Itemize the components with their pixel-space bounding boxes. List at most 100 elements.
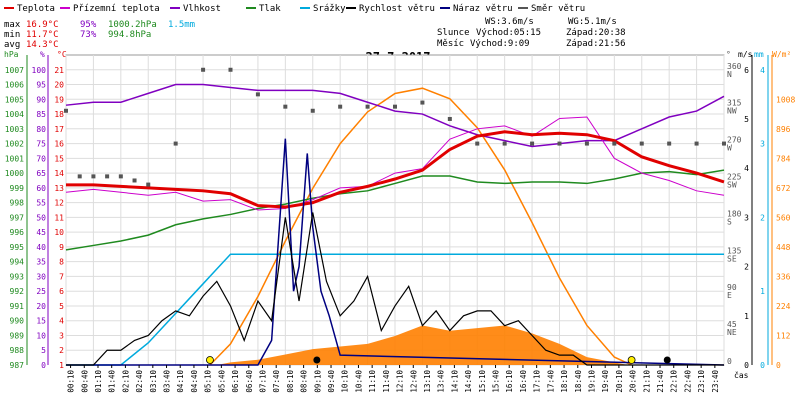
legend: Teplota Přízemní teplota Vlhkost Tlak Srážky… xyxy=(4,4,585,14)
solar-tick: 1008 xyxy=(776,95,795,104)
x-tick-label: 18:40 xyxy=(574,370,583,393)
legend-label-7: Směr větru xyxy=(531,4,585,14)
humidity-tick: 45 xyxy=(36,228,46,237)
unit-percent: % xyxy=(40,50,45,59)
temperature-tick: 6 xyxy=(59,287,64,296)
sun-rise: Východ:05:15 xyxy=(476,28,541,38)
right-axes: 045NE90E135SE180S225SW270W315NW360N01234… xyxy=(727,55,795,370)
wind-direction-point xyxy=(118,174,123,179)
pressure-tick: 1000 xyxy=(5,169,24,178)
unit-celsius: °C xyxy=(57,50,67,59)
solar-tick: 448 xyxy=(776,243,791,252)
stat-max-rain: 1.5mm xyxy=(168,20,195,30)
pressure-tick: 1006 xyxy=(5,81,24,90)
wind-direction-point xyxy=(201,67,206,72)
humidity-tick: 30 xyxy=(36,272,46,281)
x-tick-label: 20:40 xyxy=(629,370,638,393)
rain-tick: 3 xyxy=(760,140,765,149)
sun-label: Slunce xyxy=(437,28,470,38)
x-tick-label: 16:10 xyxy=(505,370,514,393)
moon-rise: Východ:9:09 xyxy=(470,39,530,49)
temperature-tick: 11 xyxy=(54,213,64,222)
wind-direction-point xyxy=(557,141,562,146)
legend-label-6: Náraz větru xyxy=(453,4,513,14)
solar-tick: 224 xyxy=(776,302,791,311)
humidity-tick: 5 xyxy=(41,346,46,355)
direction-tick: 0 xyxy=(727,357,732,366)
wind-direction-point xyxy=(612,141,617,146)
wind-direction-point xyxy=(338,104,343,109)
wind-direction-point xyxy=(584,141,589,146)
humidity-tick: 55 xyxy=(36,199,46,208)
temperature-tick: 16 xyxy=(54,140,64,149)
x-tick-label: 13:40 xyxy=(437,370,446,393)
legend-label-4: Srážky xyxy=(313,4,346,14)
legend-label-2: Vlhkost xyxy=(183,4,221,14)
wind-direction-point xyxy=(530,141,535,146)
x-tick-label: 03:10 xyxy=(149,370,158,393)
wind-ws: WS:3.6m/s xyxy=(485,17,534,27)
wind-direction-point xyxy=(475,141,480,146)
pressure-tick: 995 xyxy=(10,243,25,252)
wind-direction-point xyxy=(639,141,644,146)
direction-tick: 90 xyxy=(727,283,737,292)
wind-direction-point xyxy=(228,67,233,72)
pressure-tick: 1003 xyxy=(5,125,24,134)
moon-label: Měsíc xyxy=(437,39,464,49)
x-tick-label: 12:10 xyxy=(396,370,405,393)
x-tick-label: 15:40 xyxy=(492,370,501,393)
x-tick-label: 00:10 xyxy=(67,370,76,393)
x-tick-label: 02:10 xyxy=(121,370,130,393)
humidity-tick: 70 xyxy=(36,154,46,163)
solar-tick: 784 xyxy=(776,154,791,163)
direction-tick: 360 xyxy=(727,62,742,71)
humidity-tick: 15 xyxy=(36,317,46,326)
legend-label-1: Přízemní teplota xyxy=(73,4,160,14)
pressure-tick: 994 xyxy=(10,258,25,267)
temperature-tick: 10 xyxy=(54,228,64,237)
series-sun-curve xyxy=(209,87,632,366)
temperature-tick: 12 xyxy=(54,199,64,208)
temperature-tick: 7 xyxy=(59,272,64,281)
direction-compass: W xyxy=(727,144,732,153)
humidity-tick: 20 xyxy=(36,302,46,311)
stat-min-hum: 73% xyxy=(80,30,97,40)
sunset-marker xyxy=(627,356,636,364)
humidity-tick: 25 xyxy=(36,287,46,296)
temperature-tick: 9 xyxy=(59,243,64,252)
x-tick-label: 06:10 xyxy=(231,370,240,393)
moonrise-marker xyxy=(313,356,321,364)
moon-set: Západ:21:56 xyxy=(566,39,626,49)
temperature-tick: 4 xyxy=(59,317,64,326)
unit-mm: mm xyxy=(754,50,764,59)
pressure-tick: 996 xyxy=(10,228,25,237)
temperature-tick: 21 xyxy=(54,66,64,75)
rain-tick: 2 xyxy=(760,213,765,222)
direction-compass: NE xyxy=(727,328,737,337)
sunrise-marker xyxy=(206,356,214,364)
wind-tick: 6 xyxy=(744,66,749,75)
x-tick-label: 12:40 xyxy=(409,370,418,393)
humidity-tick: 95 xyxy=(36,81,46,90)
x-tick-label: 08:10 xyxy=(286,370,295,393)
direction-compass: SE xyxy=(727,254,737,263)
wind-direction-point xyxy=(393,104,397,109)
temperature-tick: 1 xyxy=(59,361,64,370)
x-tick-label: 07:10 xyxy=(258,370,267,393)
stat-max-hum: 95% xyxy=(80,20,97,30)
x-tick-label: 23:10 xyxy=(697,370,706,393)
x-tick-label: 22:40 xyxy=(683,370,692,393)
wind-direction-point xyxy=(310,108,315,113)
legend-label-3: Tlak xyxy=(259,4,281,14)
wind-tick: 0 xyxy=(744,361,749,370)
temperature-tick: 15 xyxy=(54,154,64,163)
temperature-tick: 17 xyxy=(54,125,64,134)
pressure-tick: 997 xyxy=(10,213,25,222)
x-tick-label: 01:40 xyxy=(108,370,117,393)
direction-compass: S xyxy=(727,217,732,226)
wind-direction-point xyxy=(722,141,726,146)
x-tick-label: 00:40 xyxy=(80,370,89,393)
humidity-tick: 90 xyxy=(36,95,46,104)
unit-labels: hPa % °C ° mm m/s W/m² čas xyxy=(4,50,791,380)
temperature-tick: 13 xyxy=(54,184,64,193)
